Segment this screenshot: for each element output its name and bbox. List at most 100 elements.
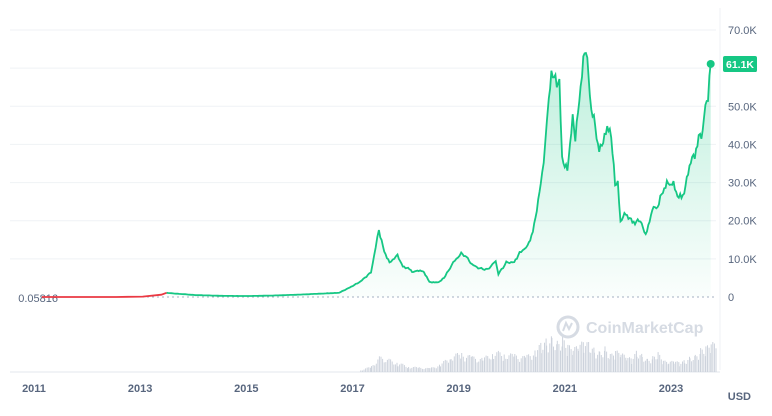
volume-bar: [511, 353, 513, 372]
volume-bar: [662, 360, 664, 372]
volume-bar: [478, 361, 480, 372]
volume-bar: [641, 357, 643, 372]
volume-bar: [385, 362, 387, 372]
volume-bar: [668, 363, 670, 372]
coinmarketcap-logo-icon: [556, 315, 580, 339]
volume-bar: [485, 355, 487, 372]
volume-bar: [383, 362, 385, 372]
volume-bar: [556, 344, 558, 372]
volume-bar: [569, 345, 570, 372]
volume-bar: [586, 342, 588, 372]
volume-bar: [473, 356, 475, 372]
volume-bar: [700, 348, 702, 372]
volume-bar: [673, 363, 675, 372]
volume-bar: [466, 357, 467, 372]
volume-bar: [683, 360, 685, 372]
volume-bar: [595, 358, 597, 372]
volume-bar: [434, 367, 436, 372]
volume-bar: [414, 366, 416, 372]
volume-bar: [613, 355, 614, 372]
volume-bar: [609, 354, 611, 372]
volume-bar: [369, 367, 371, 372]
volume-bar: [593, 352, 595, 372]
volume-bar: [634, 354, 636, 372]
volume-bar: [666, 361, 668, 372]
volume-bar: [581, 341, 583, 372]
volume-bar: [467, 355, 469, 372]
volume-bar: [538, 345, 540, 372]
volume-bar: [689, 358, 691, 372]
volume-bar: [429, 368, 431, 372]
price-line-below-start: [41, 291, 167, 298]
volume-bar: [534, 350, 536, 372]
x-tick-label: 2015: [234, 383, 258, 395]
volume-bar: [636, 356, 638, 372]
volume-bar: [556, 340, 558, 372]
volume-bar: [487, 356, 489, 372]
volume-bar: [675, 361, 677, 372]
volume-bar: [418, 367, 420, 372]
volume-bar: [388, 358, 390, 372]
volume-bar: [441, 363, 443, 372]
volume-bar: [554, 350, 556, 372]
volume-bar: [421, 368, 423, 372]
volume-bar: [464, 361, 466, 372]
volume-bar: [510, 353, 512, 372]
volume-bar: [513, 356, 515, 372]
volume-bar: [625, 360, 627, 372]
volume-bar: [400, 363, 402, 372]
volume-bar: [403, 365, 405, 372]
volume-bar: [575, 346, 577, 372]
volume-bar: [405, 366, 407, 372]
volume-bar: [423, 369, 425, 372]
current-price-marker: [706, 59, 715, 68]
volume-bar: [531, 359, 533, 372]
volume-bar: [648, 360, 650, 372]
volume-bar: [380, 356, 382, 372]
volume-bar: [417, 368, 419, 372]
volume-bar: [616, 350, 618, 372]
volume-bar: [691, 361, 693, 372]
volume-bar: [659, 354, 661, 372]
x-tick-label: 2019: [446, 383, 470, 395]
volume-bar: [647, 358, 648, 372]
volume-bars: [360, 336, 717, 372]
volume-bar: [562, 336, 564, 372]
volume-bar: [460, 358, 462, 372]
volume-bar: [650, 363, 652, 372]
volume-bar: [479, 359, 481, 372]
volume-bar: [710, 344, 712, 372]
volume-bar: [378, 356, 380, 372]
volume-bar: [611, 353, 613, 372]
volume-bar: [570, 349, 572, 372]
volume-bar: [514, 354, 516, 372]
volume-bar: [676, 361, 678, 372]
volume-bar: [623, 354, 625, 372]
volume-bar: [499, 352, 501, 372]
volume-bar: [615, 351, 617, 372]
volume-bar: [393, 364, 395, 372]
volume-bar: [553, 346, 554, 372]
volume-bar: [599, 351, 601, 372]
start-price-label: 0.05816: [18, 293, 58, 305]
volume-bar: [409, 368, 411, 372]
volume-bar: [396, 362, 398, 372]
volume-bar: [551, 337, 553, 372]
volume-bar: [496, 352, 498, 372]
volume-bar: [715, 348, 717, 372]
volume-bar: [407, 368, 409, 372]
volume-bar: [471, 356, 473, 372]
volume-bar: [547, 352, 549, 372]
current-price-label: 61.1K: [726, 59, 754, 71]
volume-bar: [643, 361, 645, 372]
volume-bar: [583, 352, 585, 372]
volume-bar: [682, 361, 683, 372]
volume-bar: [669, 361, 671, 372]
volume-bar: [470, 356, 472, 372]
volume-bar: [490, 359, 492, 372]
price-area-fill: [166, 53, 711, 297]
watermark-text: CoinMarketCap: [586, 320, 704, 337]
x-tick-label: 2023: [659, 383, 683, 395]
